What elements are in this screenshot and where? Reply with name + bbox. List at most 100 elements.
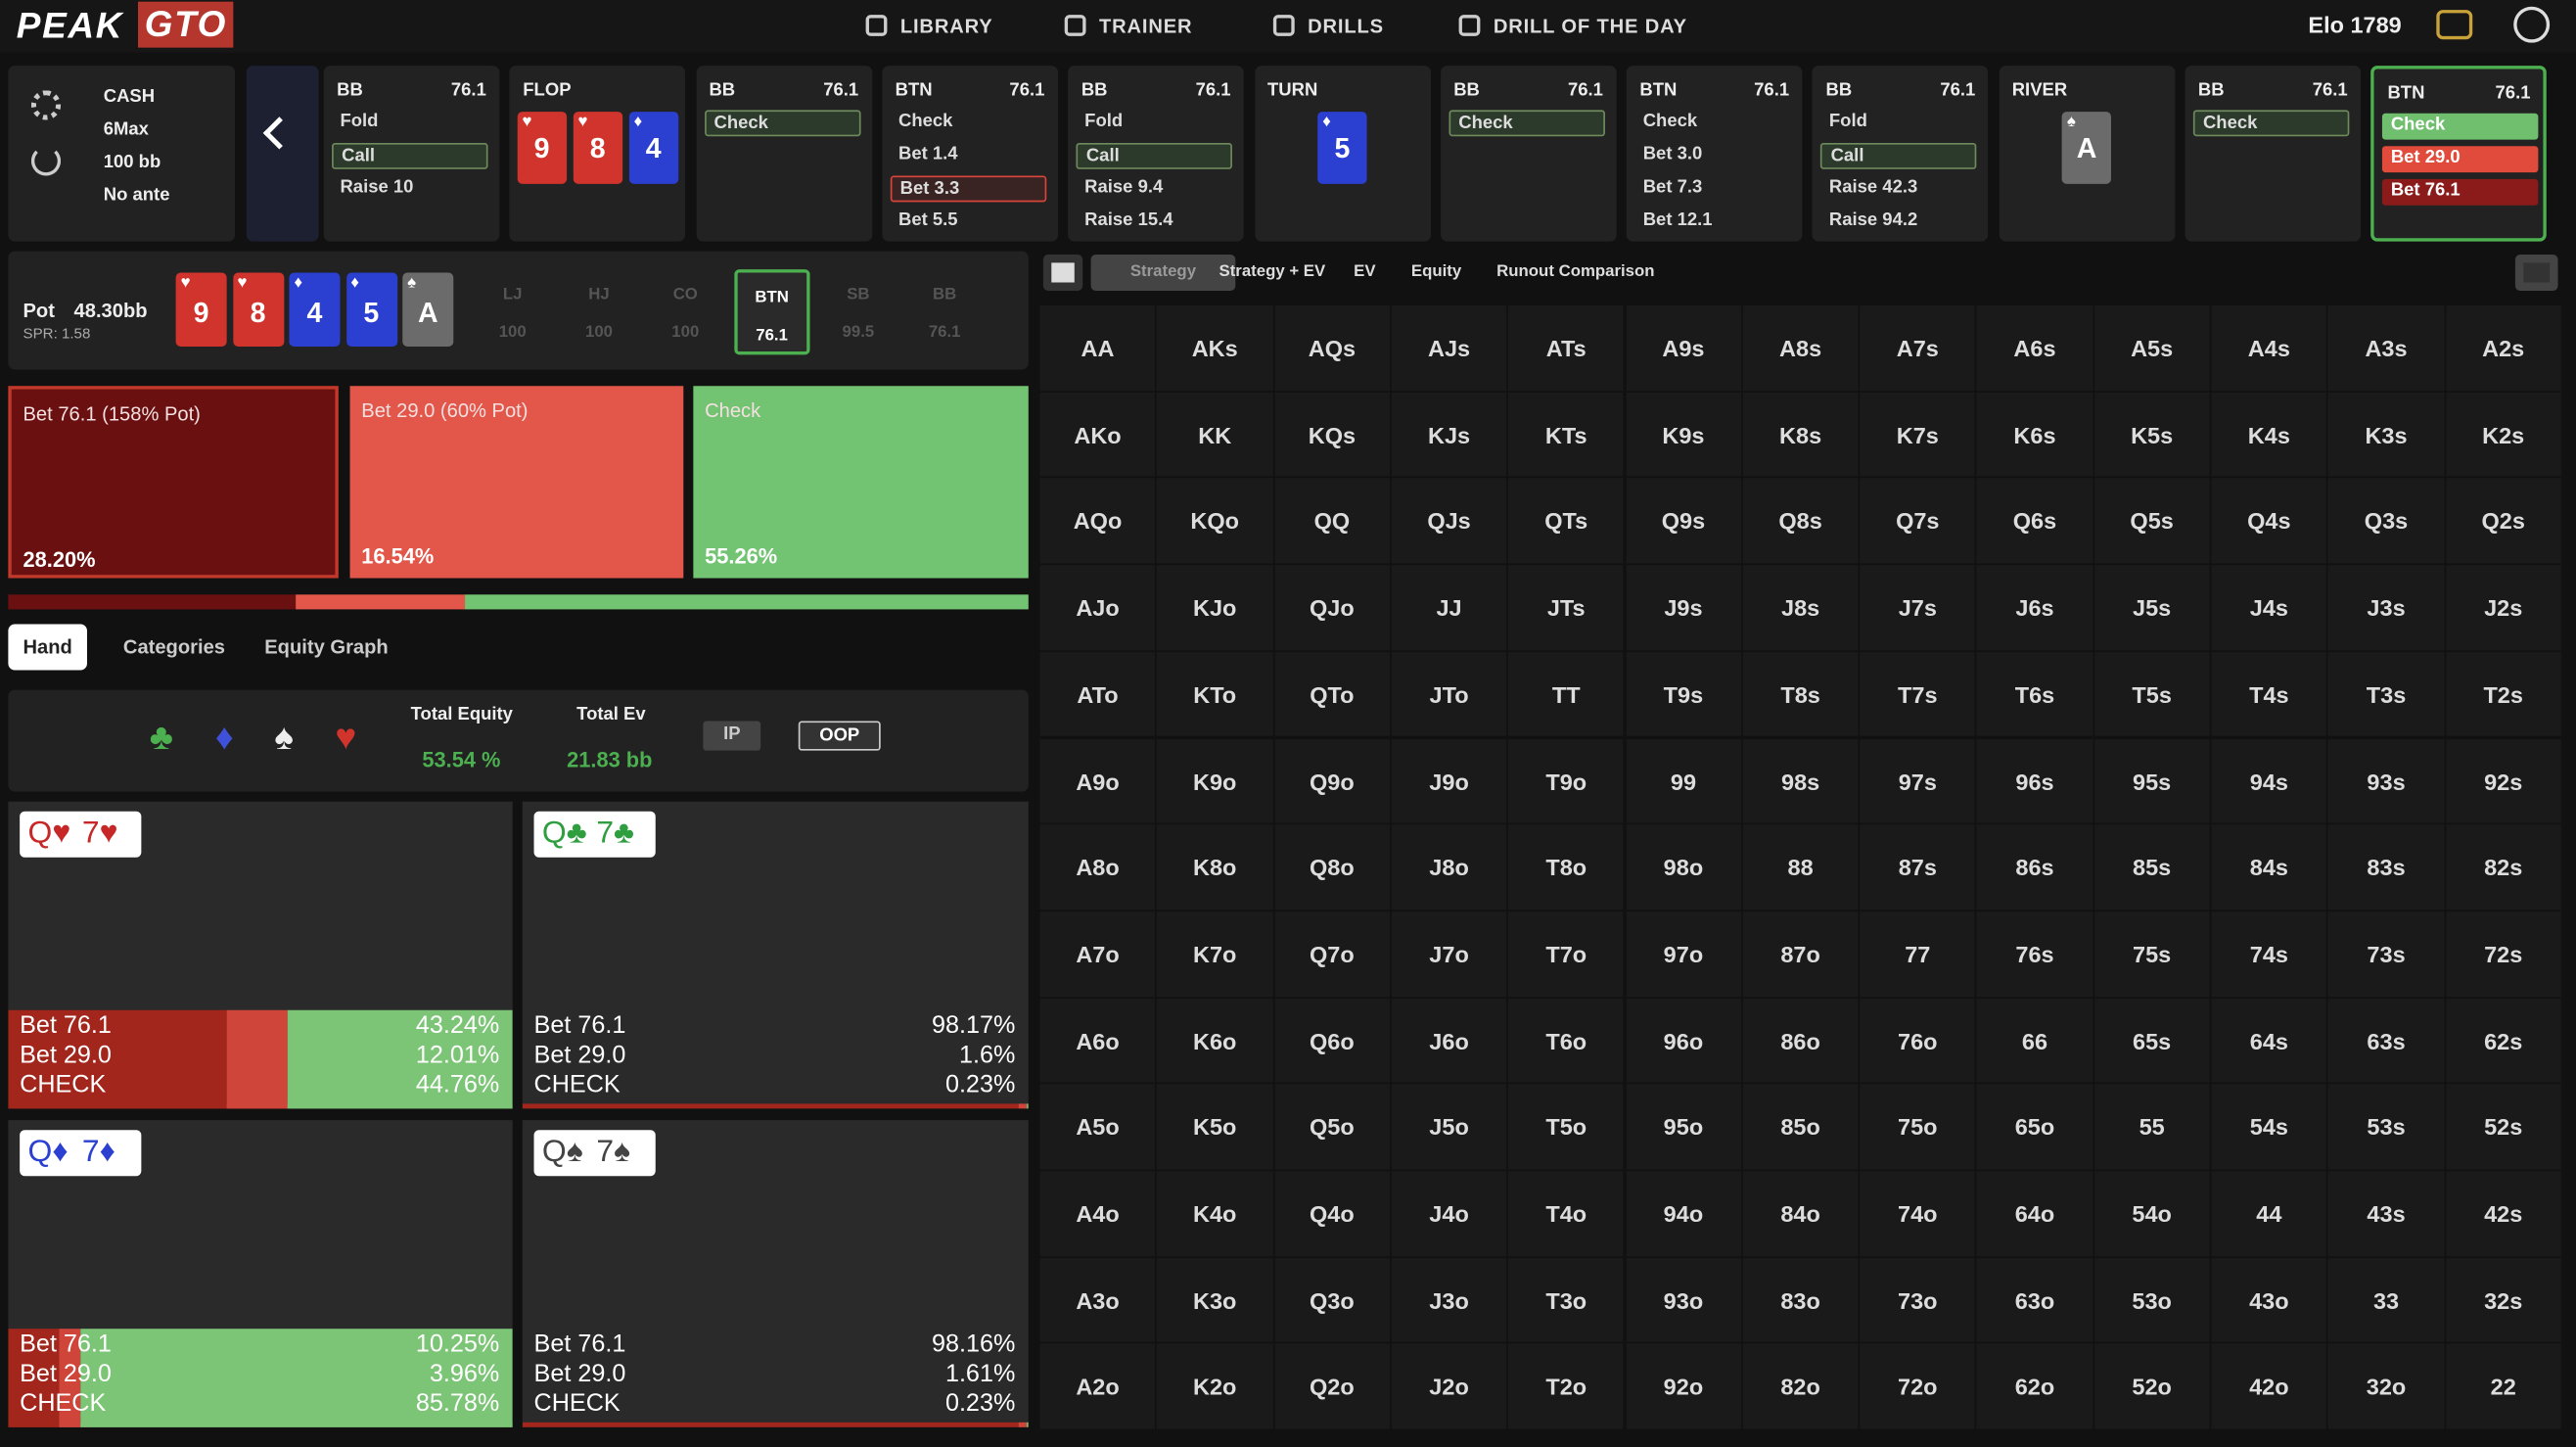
hand-cell[interactable]: K6o [1157, 998, 1273, 1084]
hand-cell[interactable]: J6s [1976, 565, 2093, 650]
hand-cell[interactable]: JJ [1391, 565, 1507, 650]
hand-cell[interactable]: 64o [1976, 1171, 2093, 1256]
action-option[interactable]: Bet 1.4 [897, 144, 958, 164]
hand-cell[interactable]: A9o [1039, 738, 1156, 823]
action-column[interactable]: BB 76.1 Check [1440, 66, 1617, 242]
hand-cell[interactable]: QJo [1273, 565, 1390, 650]
hand-cell[interactable]: T4s [2211, 651, 2327, 737]
hand-cell[interactable]: J9s [1625, 565, 1741, 650]
hand-cell[interactable]: K8s [1742, 392, 1859, 478]
nav-icon[interactable] [1458, 15, 1481, 36]
hand-cell[interactable]: T5s [2093, 651, 2210, 737]
hand-cell[interactable]: K7o [1157, 910, 1273, 997]
hand-cell[interactable]: Q8o [1273, 824, 1390, 910]
view-toggle[interactable] [1042, 255, 1083, 291]
hand-cell[interactable]: 72s [2445, 910, 2561, 997]
hand-cell[interactable]: ATo [1039, 651, 1156, 737]
hand-cell[interactable]: 95s [2093, 738, 2210, 823]
hand-cell[interactable]: AA [1039, 305, 1156, 391]
hand-cell[interactable]: A2o [1039, 1343, 1156, 1429]
hand-cell[interactable]: 96s [1976, 738, 2093, 823]
suit-filter[interactable]: ♥ [335, 716, 357, 758]
hand-cell[interactable]: K5o [1157, 1084, 1273, 1170]
nav-item[interactable]: LIBRARY [899, 15, 993, 38]
hand-cell[interactable]: KJs [1391, 392, 1507, 478]
hand-cell[interactable]: 76s [1976, 910, 2093, 997]
hand-cell[interactable]: 87o [1742, 910, 1859, 997]
hand-cell[interactable]: Q2o [1273, 1343, 1390, 1429]
hand-cell[interactable]: 86o [1742, 998, 1859, 1084]
hand-cell[interactable]: 44 [2211, 1171, 2327, 1256]
hand-cell[interactable]: 88 [1742, 824, 1859, 910]
hand-cell[interactable]: Q9o [1273, 738, 1390, 823]
hand-cell[interactable]: J5s [2093, 565, 2210, 650]
hand-cell[interactable]: 62s [2445, 998, 2561, 1084]
profile-icon[interactable] [2513, 6, 2551, 43]
hand-cell[interactable]: K4s [2211, 392, 2327, 478]
hand-cell[interactable]: 22 [2445, 1343, 2561, 1429]
hand-cell[interactable]: Q6o [1273, 998, 1390, 1084]
hand-cell[interactable]: 62o [1976, 1343, 2093, 1429]
hand-cell[interactable]: K3s [2328, 392, 2445, 478]
hand-cell[interactable]: 73s [2328, 910, 2445, 997]
hand-cell[interactable]: T2o [1508, 1343, 1625, 1429]
hand-cell[interactable]: 54o [2093, 1171, 2210, 1256]
hand-card[interactable]: Q♣ 7♣ Bet 76.1 98.17% Bet 29.0 1.6% CHECK 0.23% [522, 801, 1029, 1109]
hand-cell[interactable]: 98o [1625, 824, 1741, 910]
hand-cell[interactable]: J9o [1391, 738, 1507, 823]
hand-cell[interactable]: K3o [1157, 1257, 1273, 1343]
strategy-tab[interactable]: Strategy + EV [1219, 262, 1326, 281]
hand-cell[interactable]: K2o [1157, 1343, 1273, 1429]
action-column[interactable]: BB 76.1 Fold Call Raise 10 [323, 66, 500, 242]
hand-cell[interactable]: T9o [1508, 738, 1625, 823]
hand-cell[interactable]: 87s [1860, 824, 1976, 910]
hand-cell[interactable]: J2o [1391, 1343, 1507, 1429]
action-option[interactable]: Bet 29.0 [2382, 146, 2539, 173]
hand-cell[interactable]: 72o [1860, 1343, 1976, 1429]
action-option[interactable]: Raise 9.4 [1084, 177, 1164, 198]
tab[interactable]: Hand [8, 624, 87, 671]
nav-item[interactable]: DRILLS [1308, 15, 1384, 38]
hand-cell[interactable]: 94s [2211, 738, 2327, 823]
strategy-tab[interactable]: EV [1354, 262, 1376, 281]
toggle[interactable]: IP [703, 721, 761, 751]
hand-cell[interactable]: 33 [2328, 1257, 2445, 1343]
hand-cell[interactable]: AQo [1039, 478, 1156, 564]
hand-cell[interactable]: Q4s [2211, 478, 2327, 564]
hand-cell[interactable]: 74s [2211, 910, 2327, 997]
action-option[interactable]: Check [897, 112, 953, 132]
hand-cell[interactable]: J8o [1391, 824, 1507, 910]
action-option[interactable]: Check [1449, 110, 1605, 137]
hand-cell[interactable]: T7s [1860, 651, 1976, 737]
hand-cell[interactable]: T3o [1508, 1257, 1625, 1343]
hand-cell[interactable]: JTo [1391, 651, 1507, 737]
hand-cell[interactable]: J3o [1391, 1257, 1507, 1343]
hand-cell[interactable]: J8s [1742, 565, 1859, 650]
action-column[interactable]: BB 76.1 Fold Call Raise 42.3 Raise 94.2 [1813, 66, 1989, 242]
hand-card[interactable]: Q♦ 7♦ Bet 76.1 10.25% Bet 29.0 3.96% CHECK 85.7… [8, 1120, 513, 1427]
hand-cell[interactable]: 93o [1625, 1257, 1741, 1343]
hand-cell[interactable]: Q4o [1273, 1171, 1390, 1256]
hand-card[interactable]: Q♠ 7♠ Bet 76.1 98.16% Bet 29.0 1.61% CHECK 0.23… [522, 1120, 1029, 1427]
hand-cell[interactable]: 43s [2328, 1171, 2445, 1256]
hand-cell[interactable]: 86s [1976, 824, 2093, 910]
hand-cell[interactable]: 95o [1625, 1084, 1741, 1170]
hand-cell[interactable]: JTs [1508, 565, 1625, 650]
action-option[interactable]: Bet 3.0 [1642, 144, 1703, 164]
hand-cell[interactable]: 77 [1860, 910, 1976, 997]
hand-cell[interactable]: Q8s [1742, 478, 1859, 564]
action-column[interactable]: BTN 76.1 Check Bet 3.0 Bet 7.3 Bet 12.1 [1626, 66, 1803, 242]
hand-cell[interactable]: T8s [1742, 651, 1859, 737]
suit-filter[interactable]: ♠ [274, 716, 294, 758]
suit-filter[interactable]: ♦ [214, 716, 234, 758]
hand-cell[interactable]: J3s [2328, 565, 2445, 650]
toggle[interactable]: OOP [798, 721, 881, 751]
hand-cell[interactable]: J2s [2445, 565, 2561, 650]
action-column[interactable]: TURN ♦ 5 [1254, 66, 1431, 242]
hand-cell[interactable]: Q2s [2445, 478, 2561, 564]
gear-icon[interactable] [30, 90, 62, 120]
hand-cell[interactable]: ATs [1508, 305, 1625, 391]
hand-cell[interactable]: 73o [1860, 1257, 1976, 1343]
hand-cell[interactable]: Q5o [1273, 1084, 1390, 1170]
action-box[interactable]: Bet 76.1 (158% Pot) 28.20% [8, 386, 339, 579]
